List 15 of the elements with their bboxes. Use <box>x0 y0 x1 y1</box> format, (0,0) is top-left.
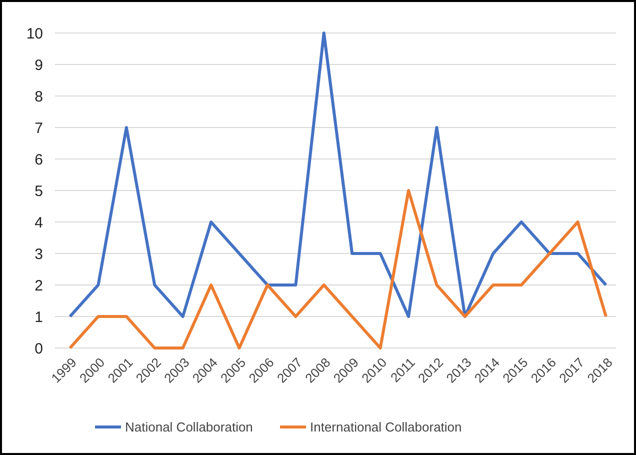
y-tick-label: 5 <box>34 182 43 200</box>
legend-label: International Collaboration <box>310 420 462 435</box>
y-tick-label: 3 <box>34 246 43 263</box>
y-tick-label: 2 <box>34 277 43 294</box>
y-tick-label: 9 <box>34 56 43 74</box>
y-tick-label: 4 <box>34 214 43 232</box>
y-tick-label: 10 <box>26 25 43 42</box>
line-series <box>68 189 608 350</box>
y-tick-label: 0 <box>34 340 43 358</box>
y-tick-label: 7 <box>34 120 43 137</box>
y-tick-label: 1 <box>34 308 43 326</box>
y-tick-label: 6 <box>34 151 43 168</box>
legend-label: National Collaboration <box>125 420 253 435</box>
line-series <box>68 32 608 318</box>
y-tick-label: 8 <box>34 88 43 106</box>
